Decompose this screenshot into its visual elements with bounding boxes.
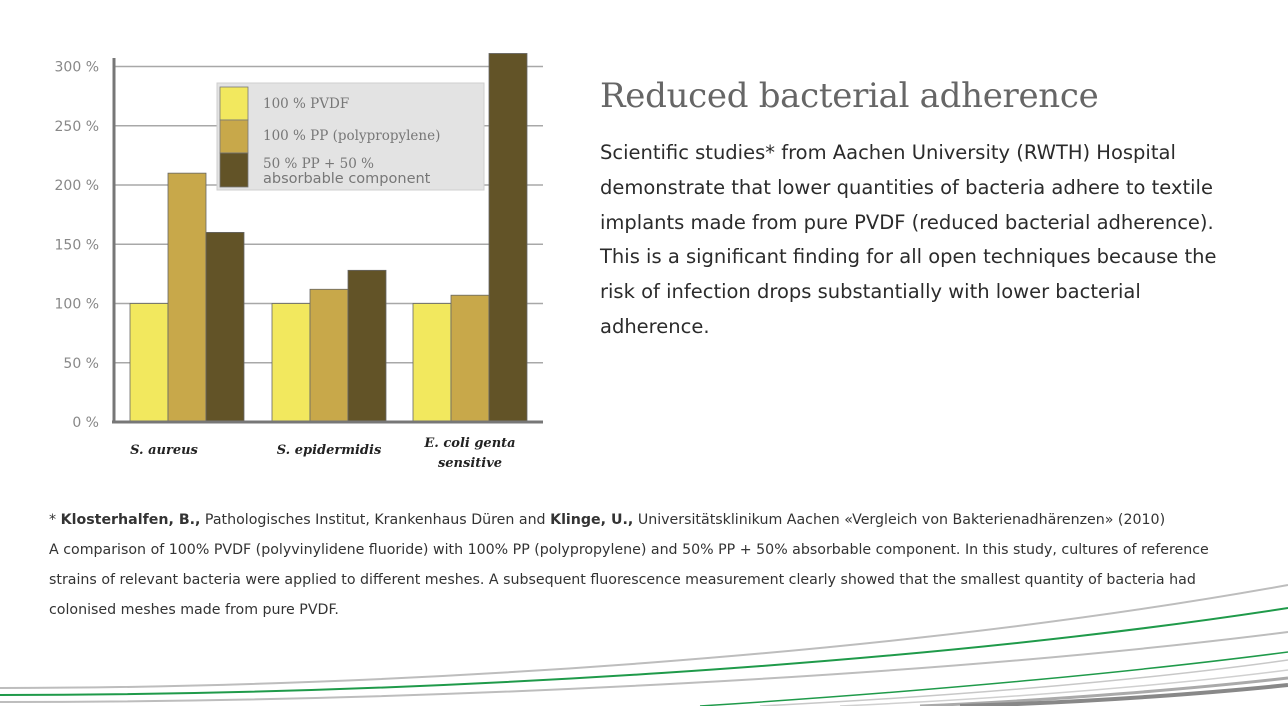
bar	[488, 53, 528, 423]
legend-box	[216, 82, 485, 191]
legend-label-pvdf: 100 % PVDF	[263, 96, 349, 112]
bar	[271, 303, 311, 423]
bar-chart: 0 % 50 % 100 % 150 % 200 % 250 % 300 % 100 % P…	[55, 53, 543, 471]
bar	[347, 269, 387, 423]
footnote-marker: *	[49, 512, 61, 528]
footnote-affiliation-2: Universitätsklinikum Aachen «Vergleich v…	[633, 512, 1166, 528]
footnote-citation: * Klosterhalfen, B., Pathologisches Inst…	[49, 505, 1249, 535]
y-tick-label: 0 %	[72, 415, 99, 431]
article-heading: Reduced bacterial adherence	[600, 76, 1099, 116]
y-tick-label: 200 %	[55, 178, 99, 194]
bar	[309, 288, 349, 423]
category-label-e-coli-line2: sensitive	[438, 456, 502, 471]
footnote-author-2: Klinge, U.,	[550, 512, 634, 528]
y-tick-label: 50 %	[63, 356, 99, 372]
footnote-author-1: Klosterhalfen, B.,	[60, 512, 201, 528]
y-tick-label: 250 %	[55, 119, 99, 135]
bars	[129, 53, 528, 423]
footnote: * Klosterhalfen, B., Pathologisches Inst…	[49, 505, 1249, 625]
bar	[450, 294, 490, 423]
category-label-e-coli-line1: E. coli genta	[423, 436, 515, 451]
bar	[129, 303, 169, 423]
legend-label-pp: 100 % PP (polypropylene)	[263, 128, 440, 144]
legend-swatch-mix	[219, 152, 249, 188]
decorative-swoosh-lines	[0, 584, 1288, 706]
bar	[205, 231, 245, 423]
footnote-affiliation-1: Pathologisches Institut, Krankenhaus Dür…	[200, 512, 551, 528]
legend-label-mix-line2: absorbable component	[263, 171, 431, 187]
bar	[412, 303, 452, 423]
legend-swatch-pp	[219, 119, 249, 154]
bar	[167, 172, 207, 423]
y-axis-ticks: 0 % 50 % 100 % 150 % 200 % 250 % 300 %	[55, 60, 99, 432]
y-tick-label: 100 %	[55, 297, 99, 313]
legend: 100 % PVDF 100 % PP (polypropylene) 50 %…	[216, 82, 485, 191]
legend-swatch-pvdf	[219, 86, 249, 121]
category-label-s-epidermidis: S. epidermidis	[277, 443, 382, 458]
article-body: Scientific studies* from Aachen Universi…	[600, 141, 1217, 338]
footnote-description: A comparison of 100% PVDF (polyvinyliden…	[49, 542, 1209, 618]
y-tick-label: 300 %	[55, 60, 99, 76]
legend-label-mix-line1: 50 % PP + 50 %	[263, 156, 374, 172]
category-label-s-aureus: S. aureus	[130, 443, 198, 458]
y-tick-label: 150 %	[55, 237, 99, 253]
